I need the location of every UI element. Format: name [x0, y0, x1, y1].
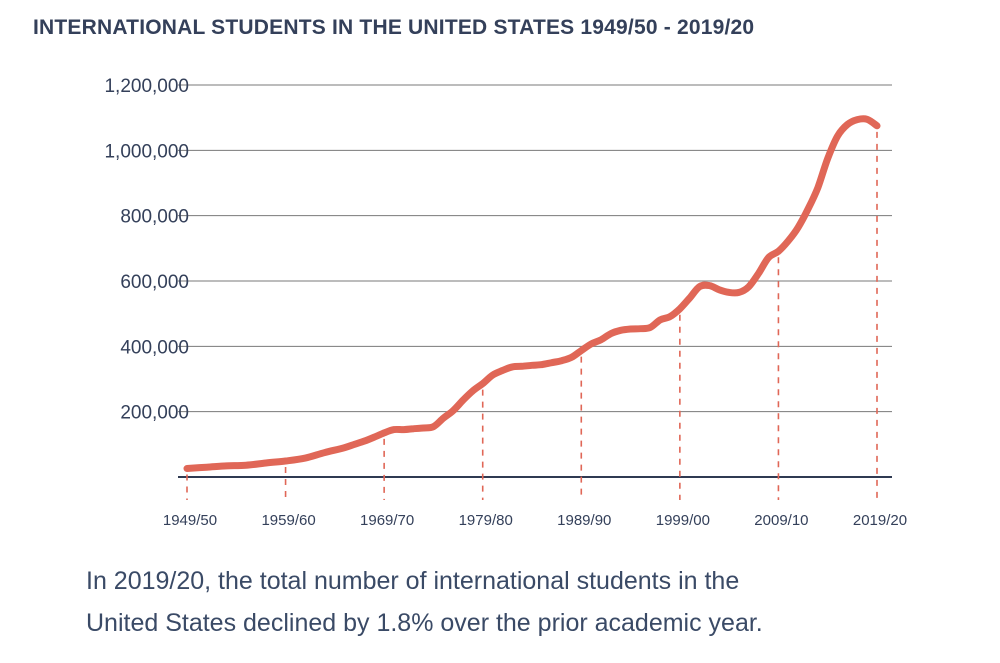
caption-line-2: United States declined by 1.8% over the … — [86, 609, 763, 637]
y-tick-label: 600,000 — [120, 272, 189, 293]
y-tick-label: 800,000 — [120, 207, 189, 228]
y-tick-label: 400,000 — [120, 337, 189, 358]
x-tick-label: 2009/10 — [754, 512, 808, 529]
line-chart: 200,000 400,000 600,000 800,000 1,000,000 1,2… — [104, 76, 907, 529]
grid-lines — [178, 84, 892, 478]
x-tick-label: 1999/00 — [656, 512, 710, 529]
x-tick-label: 2019/20 — [853, 512, 907, 529]
y-tick-label: 200,000 — [120, 403, 189, 424]
x-tick-label: 1979/80 — [459, 512, 513, 529]
y-axis-tick-labels: 200,000 400,000 600,000 800,000 1,000,000 1,2… — [104, 76, 189, 424]
y-tick-label: 1,200,000 — [104, 76, 189, 97]
x-tick-label: 1989/90 — [557, 512, 611, 529]
x-tick-label: 1949/50 — [163, 512, 217, 529]
x-tick-label: 1969/70 — [360, 512, 414, 529]
caption-line-1: In 2019/20, the total number of internat… — [86, 567, 740, 595]
y-tick-label: 1,000,000 — [104, 141, 189, 162]
series-lines — [183, 115, 881, 472]
chart-caption: In 2019/20, the total number of internat… — [86, 560, 946, 644]
x-tick-label: 1959/60 — [261, 512, 315, 529]
x-axis-tick-labels: 1949/50 1959/60 1969/70 1979/80 1989/90 1999/… — [163, 512, 907, 529]
series-line-0 — [183, 115, 881, 472]
year-marker-lines — [186, 131, 878, 500]
chart-title: INTERNATIONAL STUDENTS IN THE UNITED STA… — [33, 16, 755, 39]
